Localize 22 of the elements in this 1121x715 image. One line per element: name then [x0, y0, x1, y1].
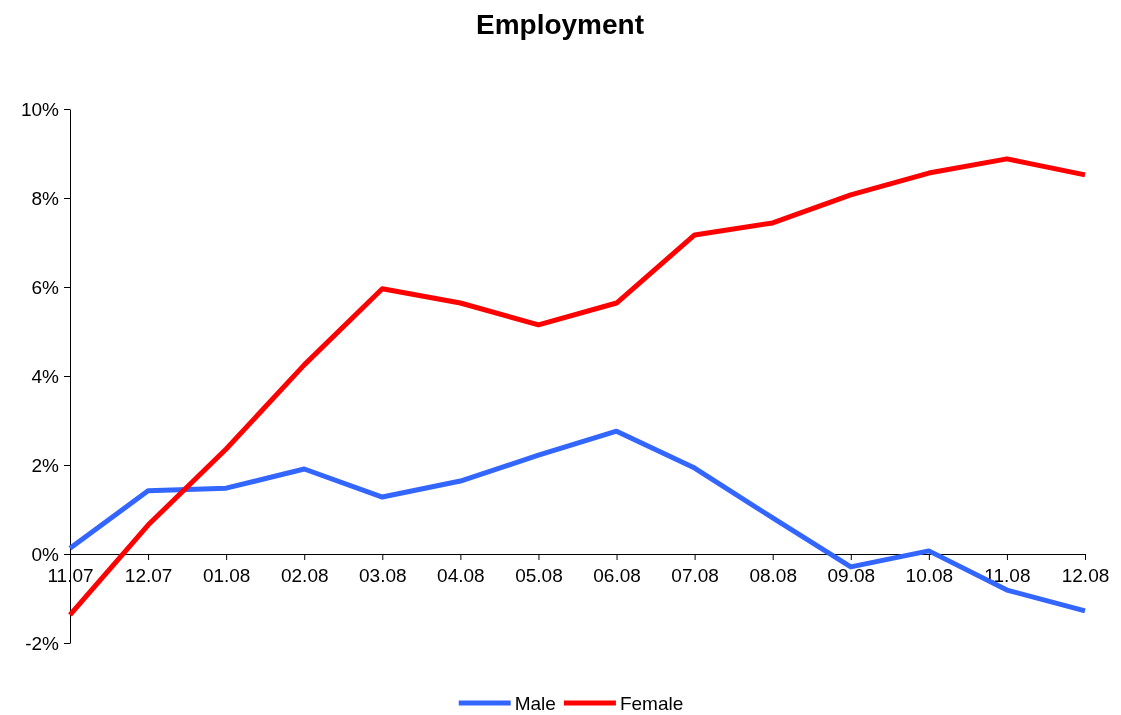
x-tick-label: 04.08 — [437, 565, 485, 586]
chart-title: Employment — [475, 9, 645, 40]
y-tick-label: 0% — [31, 543, 60, 565]
x-tick-label: 06.08 — [593, 565, 641, 586]
legend-label: Male — [514, 693, 556, 714]
y-tick-label: 6% — [31, 276, 60, 298]
x-tick-label: 09.08 — [827, 565, 876, 586]
x-tick-label: 01.08 — [202, 565, 251, 586]
x-tick-label: 08.08 — [749, 565, 797, 586]
y-tick-label: 2% — [31, 454, 60, 476]
x-tick-label: 05.08 — [515, 565, 563, 586]
legend-label: Female — [619, 693, 684, 714]
y-tick-label: 10% — [20, 98, 60, 120]
x-tick-label: 07.08 — [671, 565, 719, 586]
x-tick-label: 02.08 — [280, 565, 329, 586]
y-tick-label: 4% — [31, 365, 60, 387]
y-tick-label: 8% — [31, 187, 60, 209]
x-tick-label: 12.07 — [124, 565, 173, 586]
x-tick-label: 03.08 — [359, 565, 407, 586]
x-tick-label: 12.08 — [1061, 565, 1110, 586]
x-tick-label: 10.08 — [905, 565, 954, 586]
y-tick-label: -2% — [25, 632, 60, 654]
